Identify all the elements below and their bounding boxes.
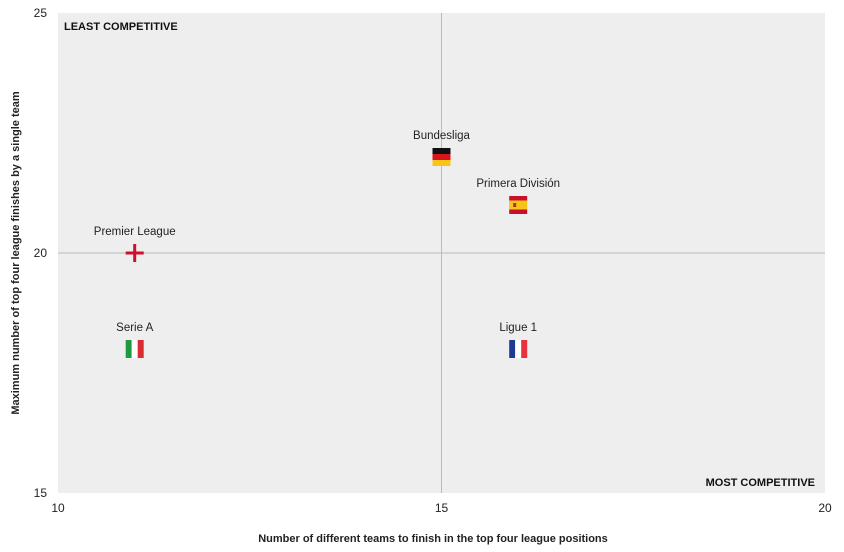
x-tick-label: 10	[51, 501, 65, 515]
data-point: Premier League	[94, 226, 176, 262]
data-point-label: Serie A	[116, 322, 153, 334]
x-tick-label: 15	[435, 501, 449, 515]
italy-flag-icon	[125, 340, 144, 358]
data-point-label: Primera División	[476, 178, 560, 190]
x-axis-label: Number of different teams to finish in t…	[258, 533, 608, 545]
data-point-label: Bundesliga	[413, 130, 471, 142]
x-tick-label: 20	[818, 501, 832, 515]
germany-flag-icon	[432, 148, 451, 166]
data-point: Ligue 1	[499, 322, 537, 358]
data-point: Serie A	[116, 322, 154, 358]
spain-flag-icon	[509, 196, 528, 214]
data-point-label: Ligue 1	[499, 322, 537, 334]
y-tick-label: 15	[34, 486, 48, 500]
data-point: Primera División	[476, 178, 560, 214]
corner-annotation-least: LEAST COMPETITIVE	[64, 21, 178, 33]
corner-annotation-most: MOST COMPETITIVE	[706, 477, 815, 489]
france-flag-icon	[509, 340, 528, 358]
y-axis-label: Maximum number of top four league finish…	[10, 91, 22, 415]
y-tick-label: 20	[34, 246, 48, 260]
data-point: Bundesliga	[413, 130, 471, 166]
y-tick-label: 25	[34, 6, 48, 20]
data-point-label: Premier League	[94, 226, 176, 238]
england-flag-icon	[125, 244, 144, 262]
